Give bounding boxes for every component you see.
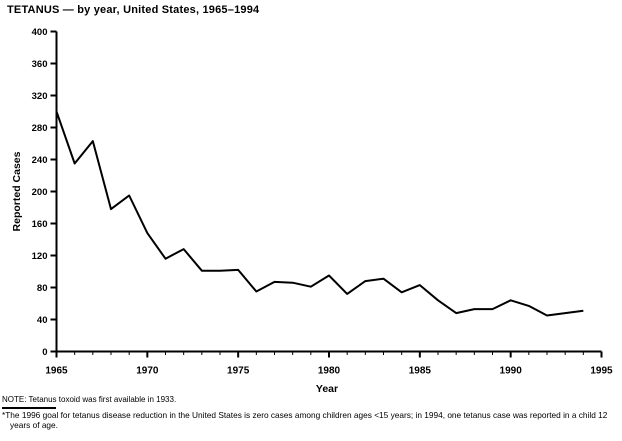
x-tick-label: 1980 bbox=[318, 366, 341, 377]
footnote-text: *The 1996 goal for tetanus disease reduc… bbox=[2, 410, 622, 430]
note-text: NOTE: Tetanus toxoid was first available… bbox=[2, 395, 177, 404]
y-tick-label: 120 bbox=[32, 251, 48, 262]
x-tick-label: 1995 bbox=[590, 366, 613, 377]
y-tick-label: 40 bbox=[37, 315, 48, 326]
data-line bbox=[55, 111, 584, 317]
y-tick-label: 240 bbox=[32, 155, 48, 166]
x-tick-label: 1970 bbox=[136, 366, 159, 377]
footnote-body: The 1996 goal for tetanus disease reduct… bbox=[5, 410, 608, 430]
y-tick-label: 320 bbox=[32, 91, 48, 102]
y-tick-label: 160 bbox=[32, 219, 48, 230]
chart-title: TETANUS — by year, United States, 1965–1… bbox=[7, 4, 260, 16]
footnote-separator bbox=[2, 407, 56, 409]
x-tick-label: 1965 bbox=[45, 366, 68, 377]
x-tick-label: 1975 bbox=[227, 366, 250, 377]
y-axis-title: Reported Cases bbox=[11, 151, 23, 231]
y-tick-label: 0 bbox=[42, 347, 47, 358]
y-tick-label: 360 bbox=[32, 59, 48, 70]
footnote-marker: * bbox=[2, 410, 6, 420]
x-tick-label: 1990 bbox=[500, 366, 523, 377]
y-tick-label: 400 bbox=[32, 27, 48, 38]
y-tick-label: 200 bbox=[32, 187, 48, 198]
x-tick-label: 1985 bbox=[409, 366, 432, 377]
y-tick-label: 280 bbox=[32, 123, 48, 134]
tetanus-line-chart: 0 40 80 120 160 200 240 280 320 360 400 1965 1970 197… bbox=[11, 27, 613, 395]
y-tick-label: 80 bbox=[37, 283, 48, 294]
x-axis-title: Year bbox=[316, 383, 338, 395]
